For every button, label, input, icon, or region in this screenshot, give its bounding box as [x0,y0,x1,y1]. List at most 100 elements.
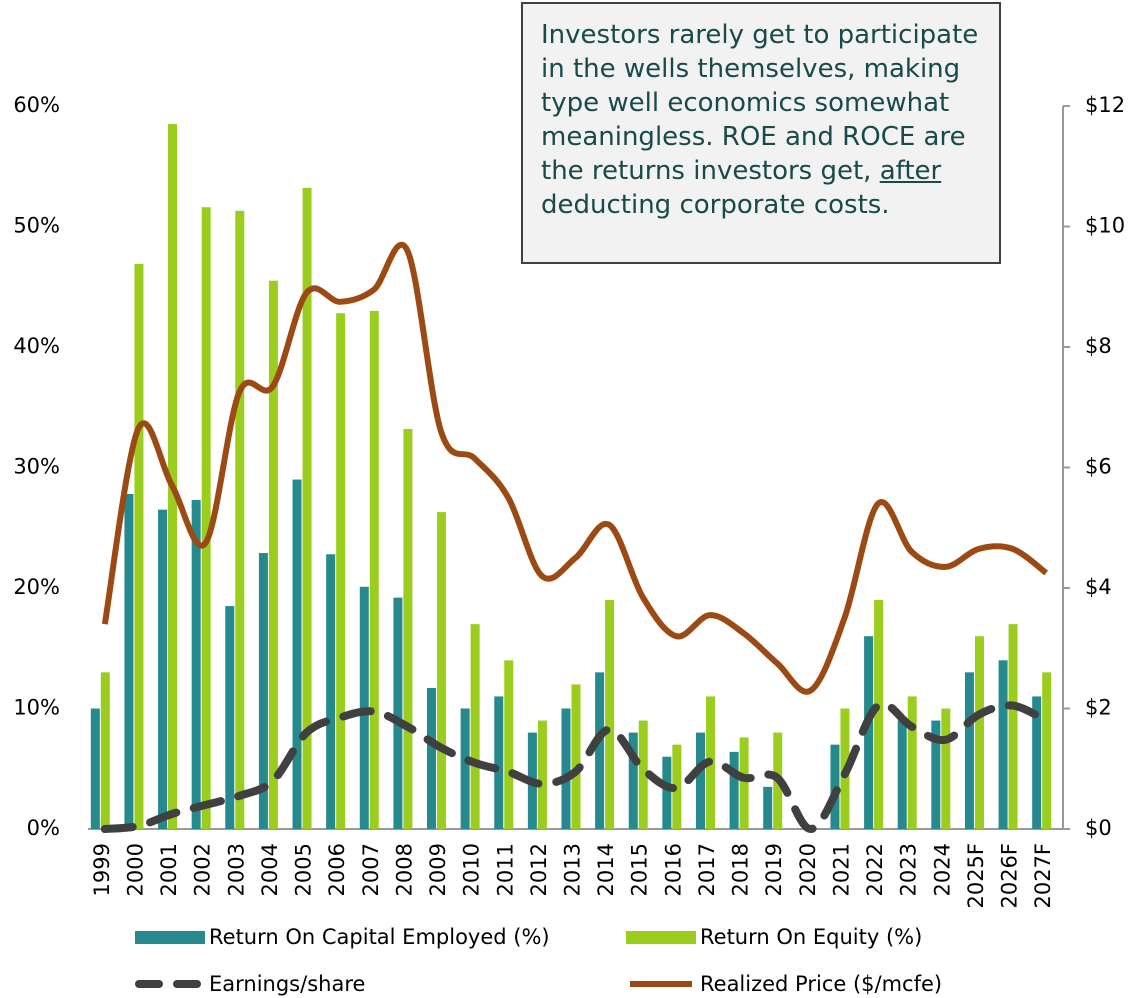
x-tick-label: 2022 [863,843,887,896]
x-tick-label: 2015 [628,843,652,896]
x-tick-label: 2002 [191,843,215,896]
bar [605,600,615,829]
bar [1032,696,1042,829]
x-tick-label: 2010 [460,843,484,896]
bar [662,756,672,829]
bar [225,606,235,829]
x-tick-label: 2006 [325,843,349,896]
bar [897,720,907,829]
bar [258,553,268,829]
x-tick-label: 2021 [829,843,853,896]
bar [638,720,648,829]
bar [729,751,739,829]
bar [1042,672,1052,829]
legend-label: Return On Equity (%) [700,925,922,949]
x-tick-label: 2011 [493,843,517,896]
y2-tick-label: $4 [1085,575,1112,599]
y-tick-label: 60% [13,93,60,117]
y2-tick-label: $0 [1085,816,1112,840]
line-series [101,241,1049,695]
bar [537,720,547,829]
bar [403,428,413,829]
legend-label: Realized Price ($/mcfe) [700,972,942,996]
bar [369,310,379,830]
bar [427,688,437,829]
x-tick-label: 2025F [964,843,988,909]
bar [326,554,336,829]
x-tick-label: 2001 [157,843,181,896]
bar [998,660,1008,829]
bar [571,684,581,829]
x-tick-label: 2009 [426,843,450,896]
x-tick-label: 2024 [930,843,954,896]
legend-label: Return On Capital Employed (%) [209,925,550,949]
bar [1008,624,1018,829]
y-tick-label: 40% [13,334,60,358]
bar [124,494,134,829]
bar [907,696,917,829]
bar [595,672,605,829]
x-tick-label: 2026F [998,843,1022,909]
bar [494,696,504,829]
annotation: Investors rarely get to participate in t… [521,2,1001,264]
x-tick-label: 2018 [729,843,753,896]
bar [941,708,951,829]
y-tick-label: 20% [13,575,60,599]
bar [201,207,211,830]
x-tick-label: 2017 [695,843,719,896]
y2-tick-label: $8 [1085,334,1112,358]
x-tick-label: 2005 [292,843,316,896]
x-tick-label: 2019 [762,843,786,896]
bar [470,624,480,829]
bar [628,732,638,829]
x-tick-label: 2003 [224,843,248,896]
x-tick-label: 1999 [90,843,114,896]
y-tick-label: 30% [13,455,60,479]
x-tick-label: 2004 [258,843,282,896]
bar [460,708,470,829]
x-tick-label: 2013 [561,843,585,896]
bar [134,263,144,830]
bar [168,124,178,829]
x-tick-label: 2020 [796,843,820,896]
bar [864,636,874,829]
y-tick-label: 10% [13,696,60,720]
annotation-text: deducting corporate costs. [541,190,890,220]
y2-tick-label: $2 [1085,696,1112,720]
bar [191,500,201,829]
y-tick-label: 50% [13,214,60,238]
bar [336,313,346,829]
bar [437,512,447,829]
bar [763,786,773,829]
annotation-underlined: after [879,156,942,186]
bar [158,509,168,829]
bar [561,708,571,829]
bar [100,672,110,829]
y2-tick-label: $6 [1085,455,1112,479]
bar [504,660,514,829]
bar [739,737,749,829]
x-tick-label: 2012 [527,843,551,896]
bar [874,600,884,829]
line-series [100,699,1051,833]
legend-swatch [626,931,696,944]
bar [974,636,984,829]
x-tick-label: 2000 [123,843,147,896]
bar [393,597,403,829]
annotation-text: Investors rarely get to participate in t… [541,20,979,186]
y-tick-label: 0% [27,816,60,840]
legend-swatch [135,931,205,944]
bar [268,280,278,830]
x-tick-label: 2007 [359,843,383,896]
bar [90,708,100,829]
x-tick-label: 2023 [897,843,921,896]
bar [931,720,941,829]
bar [235,210,245,829]
x-tick-label: 2008 [392,843,416,896]
bar [302,187,312,829]
x-tick-label: 2016 [661,843,685,896]
x-tick-label: 2027F [1031,843,1055,909]
legend-label: Earnings/share [209,972,365,996]
